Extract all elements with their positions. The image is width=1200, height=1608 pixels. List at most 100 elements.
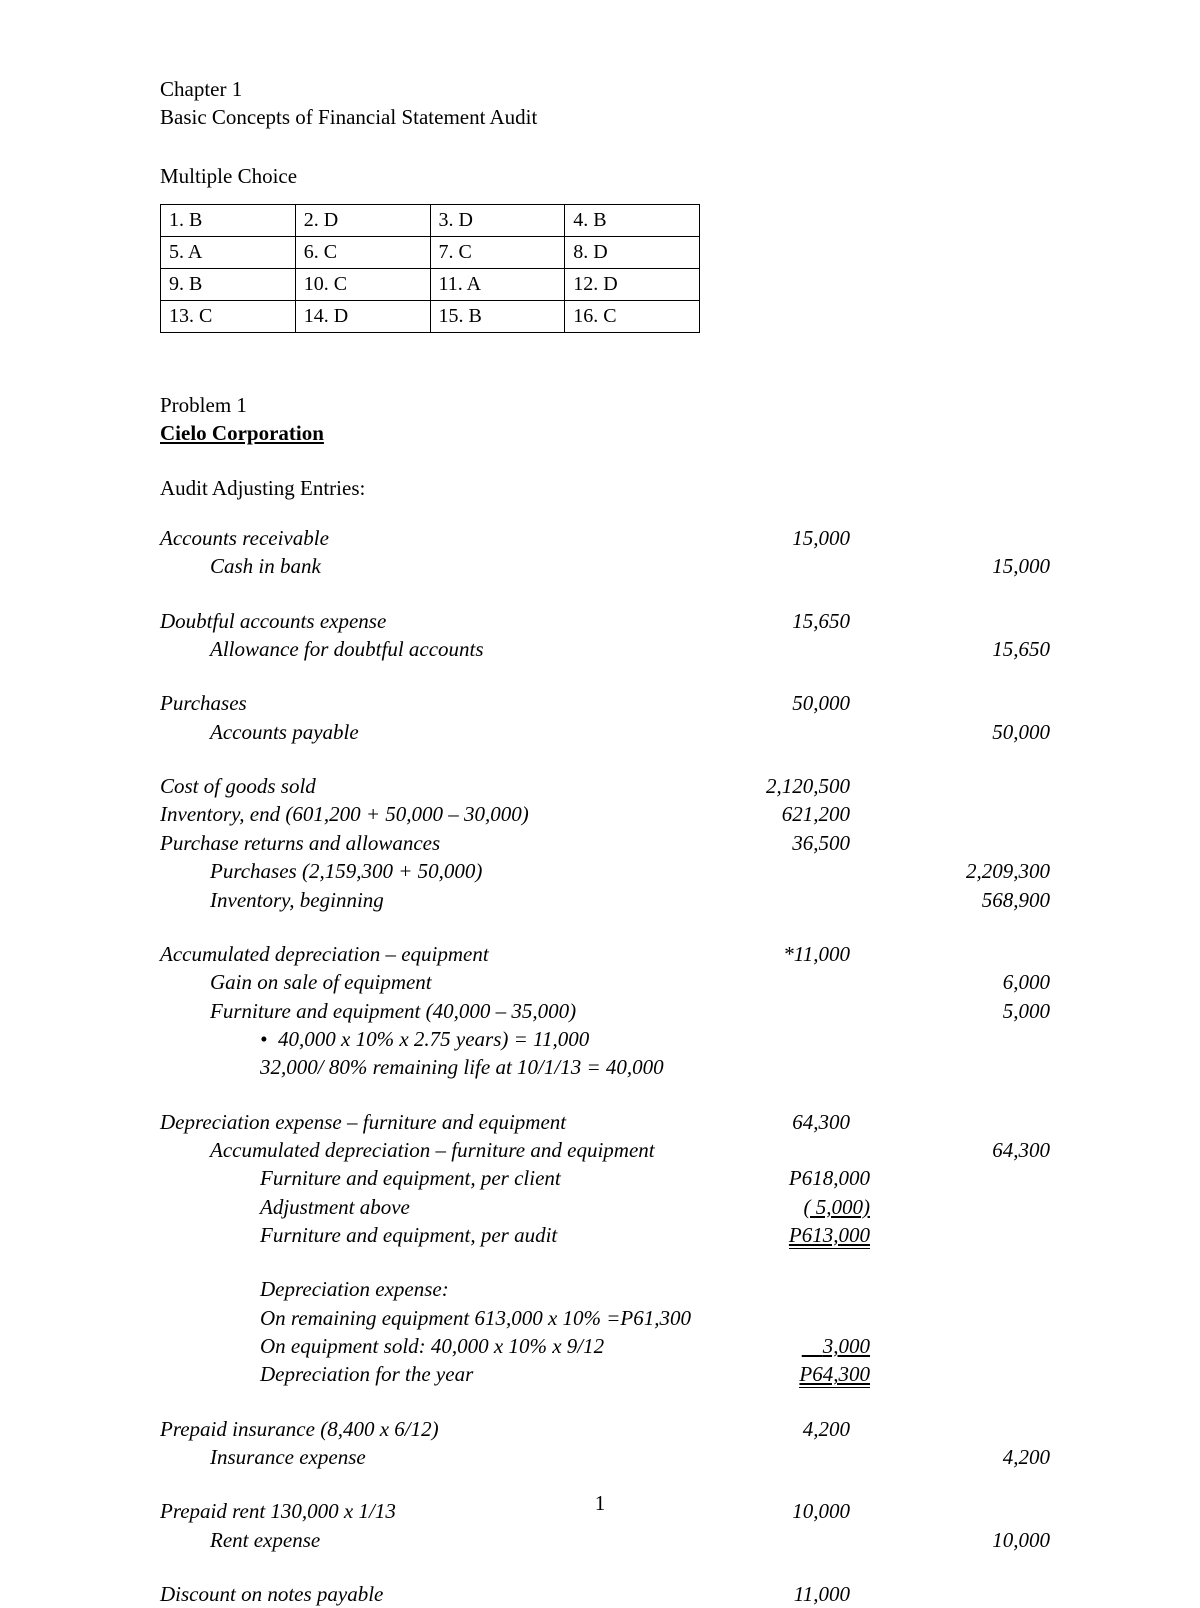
calc-row: Furniture and equipment, per audit P613,… [160,1221,1030,1249]
calc-label: Furniture and equipment, per audit [160,1221,750,1249]
debit-amount: 50,000 [700,689,850,717]
debit-amount: 15,000 [700,524,850,552]
entry-label: Accumulated depreciation – equipment [160,940,700,968]
multiple-choice-table: 1. B 2. D 3. D 4. B 5. A 6. C 7. C 8. D … [160,204,700,333]
calc-note: On remaining equipment 613,000 x 10% =P6… [160,1304,960,1332]
entry-label: Prepaid insurance (8,400 x 6/12) [160,1415,700,1443]
credit-amount: 5,000 [900,997,1050,1025]
credit-amount: 6,000 [900,968,1050,996]
calc-label: Adjustment above [160,1193,750,1221]
credit-amount [850,772,1000,800]
table-row: 1. B 2. D 3. D 4. B [161,205,700,237]
calc-value: P64,300 [750,1360,870,1388]
credit-amount: 10,000 [900,1526,1050,1554]
mc-cell: 13. C [161,301,296,333]
entry-row: On remaining equipment 613,000 x 10% =P6… [160,1304,1030,1332]
calc-row: Adjustment above ( 5,000) [160,1193,1030,1221]
entry-row: Purchases (2,159,300 + 50,000) 2,209,300 [160,857,1030,885]
entry-row: 32,000/ 80% remaining life at 10/1/13 = … [160,1053,1030,1081]
credit-amount: 15,650 [900,635,1050,663]
entry-row: Inventory, end (601,200 + 50,000 – 30,00… [160,800,1030,828]
entry-row: Cash in bank 15,000 [160,552,1030,580]
calc-note: 32,000/ 80% remaining life at 10/1/13 = … [160,1053,960,1081]
entry-row: Discount on notes payable 11,000 [160,1580,1030,1608]
mc-cell: 11. A [430,269,565,301]
entry-row: •40,000 x 10% x 2.75 years) = 11,000 [160,1025,1030,1053]
entry-row: Accumulated depreciation – equipment *11… [160,940,1030,968]
debit-amount [750,1443,900,1471]
credit-amount [850,607,1000,635]
page-number: 1 [0,1489,1200,1517]
entry-label: Accounts receivable [160,524,700,552]
credit-amount [850,689,1000,717]
entry-label: Discount on notes payable [160,1580,700,1608]
entry-row: Inventory, beginning 568,900 [160,886,1030,914]
debit-amount [750,718,900,746]
journal-entries: Accounts receivable 15,000 Cash in bank … [160,524,1040,1608]
entry-label: Purchases [160,689,700,717]
entry-row: Prepaid insurance (8,400 x 6/12) 4,200 [160,1415,1030,1443]
debit-amount: 2,120,500 [700,772,850,800]
credit-amount: 2,209,300 [900,857,1050,885]
credit-amount [850,524,1000,552]
credit-amount [850,800,1000,828]
mc-heading: Multiple Choice [160,162,1040,190]
entry-row: Insurance expense 4,200 [160,1443,1030,1471]
entry-row: Rent expense 10,000 [160,1526,1030,1554]
mc-cell: 16. C [565,301,700,333]
debit-amount [770,1136,900,1164]
mc-cell: 12. D [565,269,700,301]
mc-cell: 6. C [295,237,430,269]
debit-amount: *11,000 [700,940,850,968]
mc-cell: 10. C [295,269,430,301]
entry-row: Furniture and equipment (40,000 – 35,000… [160,997,1030,1025]
calc-note: •40,000 x 10% x 2.75 years) = 11,000 [160,1025,800,1053]
credit-amount [850,1108,1000,1136]
debit-amount: 15,650 [700,607,850,635]
entry-label: Rent expense [160,1526,750,1554]
problem-number: Problem 1 [160,391,1040,419]
debit-amount [750,857,900,885]
calc-label: Depreciation for the year [160,1360,750,1388]
mc-cell: 8. D [565,237,700,269]
entry-label: Accounts payable [160,718,750,746]
debit-amount [750,1526,900,1554]
entry-row: Depreciation expense: [160,1275,1030,1303]
mc-cell: 14. D [295,301,430,333]
debit-amount [750,552,900,580]
credit-amount: 50,000 [900,718,1050,746]
entry-label: Accumulated depreciation – furniture and… [160,1136,770,1164]
mc-cell: 9. B [161,269,296,301]
entry-label: Inventory, end (601,200 + 50,000 – 30,00… [160,800,700,828]
debit-amount [750,886,900,914]
debit-amount [750,635,900,663]
mc-cell: 2. D [295,205,430,237]
mc-cell: 7. C [430,237,565,269]
debit-amount: 4,200 [700,1415,850,1443]
entry-label: Purchases (2,159,300 + 50,000) [160,857,750,885]
entry-label: Purchase returns and allowances [160,829,700,857]
mc-cell: 1. B [161,205,296,237]
entry-row: Doubtful accounts expense 15,650 [160,607,1030,635]
calc-row: Furniture and equipment, per client P618… [160,1164,1030,1192]
aae-heading: Audit Adjusting Entries: [160,474,1040,502]
calc-value: 3,000 [750,1332,870,1360]
table-row: 5. A 6. C 7. C 8. D [161,237,700,269]
mc-cell: 4. B [565,205,700,237]
table-row: 13. C 14. D 15. B 16. C [161,301,700,333]
mc-cell: 3. D [430,205,565,237]
debit-amount: 11,000 [700,1580,850,1608]
company-name: Cielo Corporation [160,419,1040,447]
entry-row: Cost of goods sold 2,120,500 [160,772,1030,800]
credit-amount: 15,000 [900,552,1050,580]
entry-row: Depreciation expense – furniture and equ… [160,1108,1030,1136]
entry-row: Accounts receivable 15,000 [160,524,1030,552]
entry-row: Accounts payable 50,000 [160,718,1030,746]
chapter-title: Chapter 1 [160,75,1040,103]
entry-label: Inventory, beginning [160,886,750,914]
debit-amount: 621,200 [700,800,850,828]
entry-row: Purchases 50,000 [160,689,1030,717]
calc-value: P618,000 [750,1164,870,1192]
credit-amount: 64,300 [900,1136,1050,1164]
calc-row: On equipment sold: 40,000 x 10% x 9/12 3… [160,1332,1030,1360]
